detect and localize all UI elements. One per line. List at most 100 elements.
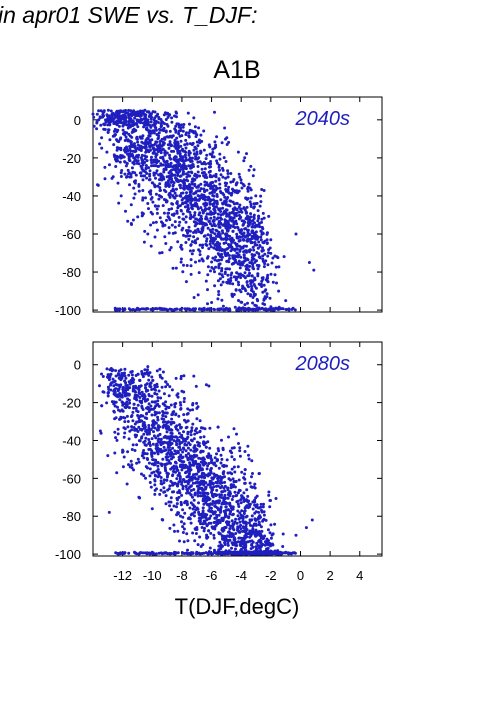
data-point <box>223 480 227 484</box>
data-point <box>145 428 149 432</box>
data-point <box>254 286 258 290</box>
data-point <box>229 510 232 513</box>
data-point <box>245 488 249 492</box>
data-point <box>238 238 242 242</box>
data-point <box>131 308 135 311</box>
data-point <box>164 200 168 204</box>
data-point <box>156 439 160 442</box>
data-point <box>223 526 226 530</box>
data-point <box>166 455 170 459</box>
data-point <box>111 377 115 381</box>
data-point <box>202 171 206 174</box>
data-point <box>156 399 160 403</box>
data-point <box>116 111 120 115</box>
data-point <box>202 234 206 238</box>
data-point <box>253 278 256 282</box>
data-point <box>175 202 179 206</box>
data-point <box>149 244 153 248</box>
data-point <box>267 493 271 497</box>
data-point <box>141 168 145 172</box>
data-point <box>230 498 234 501</box>
data-point <box>139 121 143 125</box>
data-point <box>230 467 234 471</box>
data-point <box>186 539 190 543</box>
data-point <box>191 249 195 253</box>
data-point <box>261 302 265 306</box>
data-point <box>255 297 259 301</box>
data-point <box>252 290 255 294</box>
data-point <box>213 520 217 524</box>
data-point <box>201 506 205 510</box>
data-point <box>236 465 240 469</box>
data-point <box>169 161 173 165</box>
data-point <box>131 218 135 222</box>
data-point <box>190 252 194 256</box>
data-point <box>148 145 152 149</box>
data-point <box>126 450 130 454</box>
data-point <box>158 432 162 436</box>
data-point <box>164 494 168 498</box>
data-point <box>206 265 210 269</box>
data-point <box>181 212 185 216</box>
data-point <box>187 307 191 311</box>
data-point <box>277 289 281 293</box>
data-point <box>187 491 191 495</box>
data-point <box>236 150 240 154</box>
data-point <box>190 426 194 430</box>
data-point <box>209 468 212 472</box>
data-point <box>149 158 153 162</box>
data-point <box>188 234 192 238</box>
data-point <box>196 237 200 241</box>
data-point <box>213 258 217 262</box>
data-point <box>95 121 99 125</box>
data-point <box>220 217 223 221</box>
data-point <box>227 491 231 495</box>
data-point <box>215 135 219 139</box>
data-point <box>189 513 193 517</box>
data-point <box>238 520 242 524</box>
data-point <box>237 217 241 221</box>
data-point <box>199 231 203 235</box>
data-point <box>171 165 175 169</box>
data-point <box>195 150 199 154</box>
data-point <box>217 499 221 503</box>
data-point <box>157 389 161 393</box>
data-point <box>174 128 178 132</box>
data-point <box>174 412 178 416</box>
data-point <box>213 140 217 144</box>
data-point <box>248 186 252 190</box>
data-point <box>162 167 166 171</box>
data-point <box>211 230 214 234</box>
x-tick-label: -12 <box>113 568 132 583</box>
data-point <box>207 161 210 165</box>
data-point <box>271 543 275 547</box>
data-point <box>190 429 194 432</box>
data-point <box>137 460 141 464</box>
data-point <box>178 442 182 446</box>
data-point <box>185 142 189 146</box>
data-point <box>159 488 163 492</box>
data-point <box>117 369 121 373</box>
data-point <box>184 453 188 457</box>
data-point <box>217 531 221 535</box>
data-point <box>234 288 238 292</box>
data-point <box>219 210 223 213</box>
data-point <box>164 467 167 471</box>
data-point <box>136 403 140 407</box>
data-point <box>237 213 241 217</box>
data-point <box>219 173 223 177</box>
data-point <box>202 222 206 225</box>
data-point <box>130 223 133 226</box>
data-point <box>197 213 201 217</box>
data-point <box>243 450 247 453</box>
data-point <box>186 517 190 520</box>
data-point <box>247 453 250 457</box>
data-point <box>180 482 184 486</box>
data-point <box>231 533 235 537</box>
data-point <box>241 516 245 520</box>
data-point <box>243 271 247 275</box>
data-point <box>307 261 311 264</box>
data-point <box>199 206 203 210</box>
data-point <box>249 212 253 216</box>
data-point <box>193 130 197 134</box>
